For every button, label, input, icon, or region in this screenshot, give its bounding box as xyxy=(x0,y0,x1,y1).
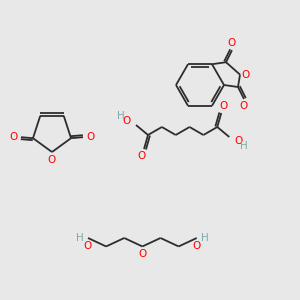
Text: O: O xyxy=(234,136,242,146)
Text: O: O xyxy=(240,101,248,111)
Text: O: O xyxy=(138,250,146,260)
Text: O: O xyxy=(86,132,94,142)
Text: H: H xyxy=(240,141,248,151)
Text: O: O xyxy=(193,241,201,251)
Text: O: O xyxy=(10,132,18,142)
Text: H: H xyxy=(201,233,208,243)
Text: O: O xyxy=(84,241,92,251)
Text: O: O xyxy=(48,155,56,165)
Text: O: O xyxy=(242,70,250,80)
Text: O: O xyxy=(138,151,146,161)
Text: H: H xyxy=(117,111,125,121)
Text: O: O xyxy=(228,38,236,48)
Text: O: O xyxy=(219,101,227,111)
Text: H: H xyxy=(76,233,84,243)
Text: O: O xyxy=(123,116,131,126)
